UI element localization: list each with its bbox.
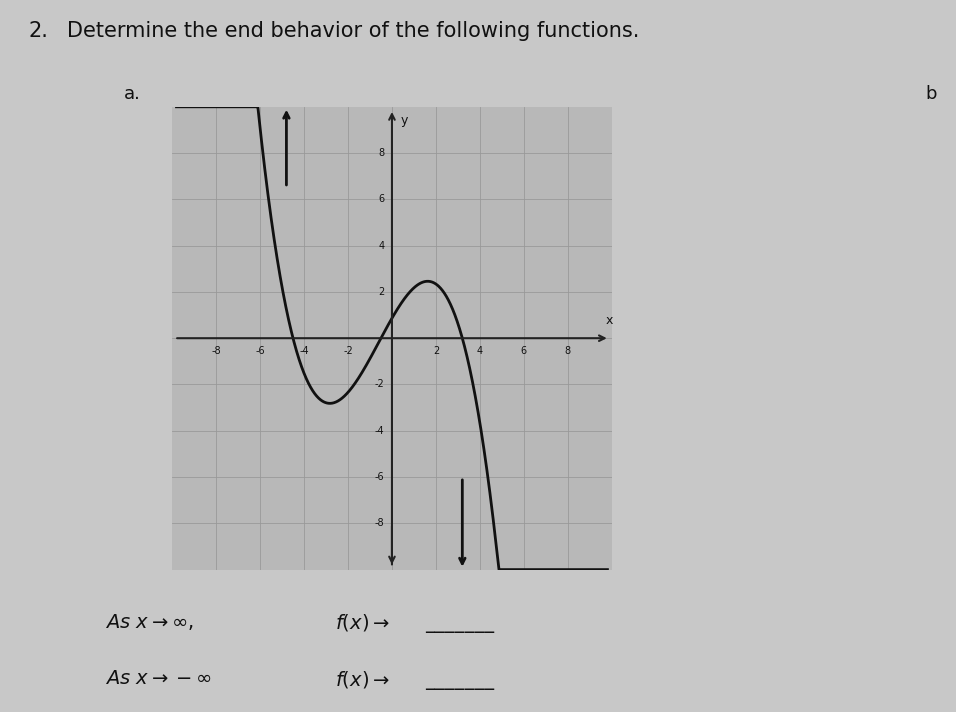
Text: 6: 6 — [521, 346, 527, 356]
Text: _______: _______ — [425, 614, 494, 633]
Text: $\mathit{As}$ $\mathit{x}$$ \rightarrow \infty,$: $\mathit{As}$ $\mathit{x}$$ \rightarrow … — [105, 612, 194, 632]
Text: 2.: 2. — [29, 21, 49, 41]
Text: 8: 8 — [379, 148, 384, 158]
Text: y: y — [401, 114, 408, 127]
Text: -2: -2 — [375, 379, 384, 389]
Text: x: x — [605, 313, 613, 327]
Text: -4: -4 — [375, 426, 384, 436]
Text: b: b — [925, 85, 937, 103]
Text: -6: -6 — [375, 472, 384, 482]
Text: _______: _______ — [425, 671, 494, 690]
Text: Determine the end behavior of the following functions.: Determine the end behavior of the follow… — [67, 21, 640, 41]
Text: $f(x) \rightarrow$: $f(x) \rightarrow$ — [335, 612, 389, 633]
Text: 2: 2 — [433, 346, 439, 356]
Text: -8: -8 — [211, 346, 221, 356]
Text: 4: 4 — [477, 346, 483, 356]
Text: -4: -4 — [299, 346, 309, 356]
Text: 2: 2 — [378, 287, 384, 297]
Text: 4: 4 — [379, 241, 384, 251]
Text: 8: 8 — [565, 346, 571, 356]
Text: -2: -2 — [343, 346, 353, 356]
Text: $f(x) \rightarrow$: $f(x) \rightarrow$ — [335, 669, 389, 690]
Text: a.: a. — [124, 85, 141, 103]
Text: 6: 6 — [379, 194, 384, 204]
Text: -8: -8 — [375, 518, 384, 528]
Text: $\mathit{As}$ $\mathit{x}$$ \rightarrow -\infty$: $\mathit{As}$ $\mathit{x}$$ \rightarrow … — [105, 669, 211, 689]
Text: -6: -6 — [255, 346, 265, 356]
